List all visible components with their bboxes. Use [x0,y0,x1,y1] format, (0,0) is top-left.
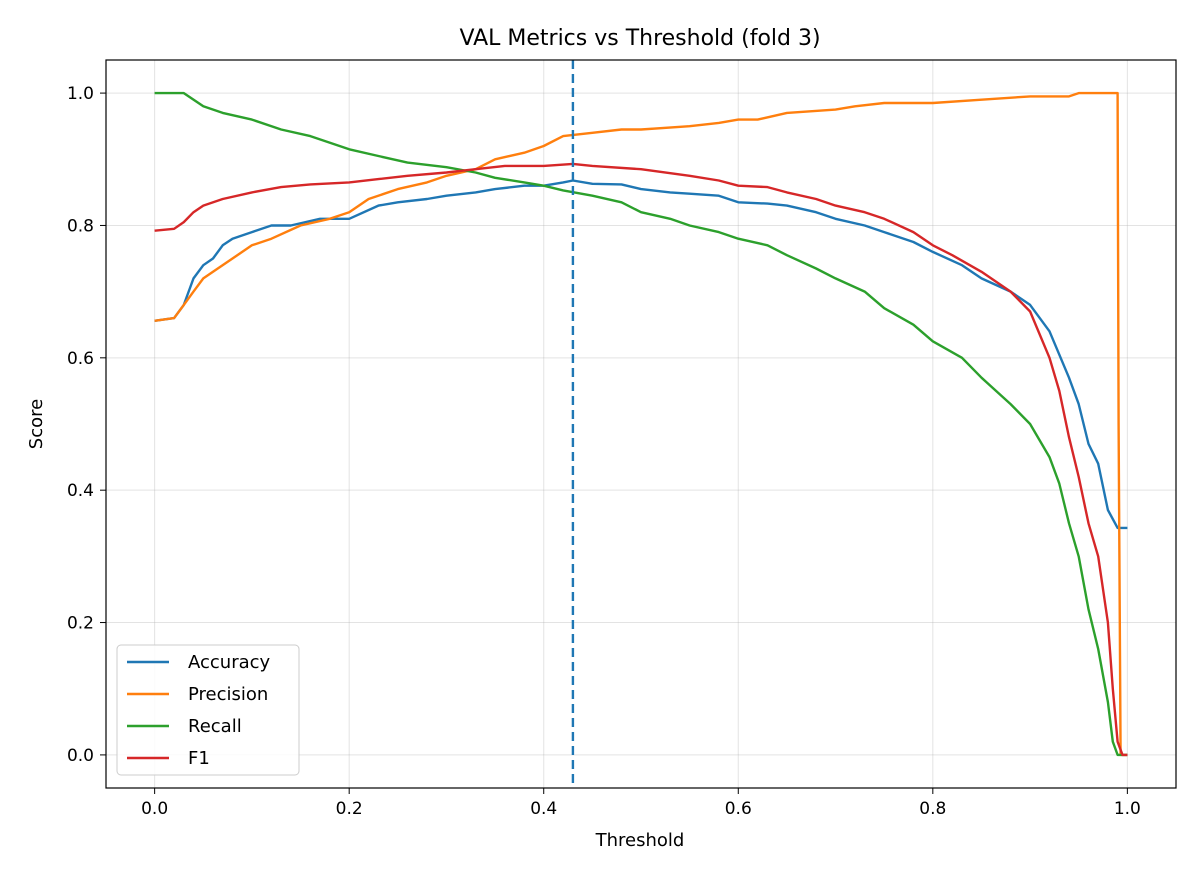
y-tick-label: 0.2 [67,614,94,634]
x-tick-label: 0.6 [725,799,752,819]
x-tick-label: 0.0 [141,799,168,819]
legend-box [116,644,300,776]
series-line-recall [154,91,1128,757]
x-tick-label: 0.8 [919,799,946,819]
y-tick-label: 0.0 [67,746,94,766]
y-tick-label: 0.6 [67,349,94,369]
chart-title: VAL Metrics vs Threshold (fold 3) [459,26,820,51]
y-tick-label: 0.8 [67,216,94,236]
x-tick-label: 1.0 [1114,799,1141,819]
series-line-precision [154,91,1128,757]
legend-label-recall: Recall [188,716,242,737]
plot-area-frame [105,59,1177,789]
x-axis-label: Threshold [595,830,685,851]
axis-ticks: 0.0 0.2 0.4 0.6 0.8 1.0 0.0 0.2 0.4 0.6 0.8 1.0 [67,84,1141,819]
y-tick-label: 0.4 [67,481,94,501]
x-tick-label: 0.4 [530,799,557,819]
legend-label-accuracy: Accuracy [188,652,271,673]
legend-label-precision: Precision [188,684,268,705]
grid [106,60,1176,788]
legend: Accuracy Precision Recall F1 [116,644,300,776]
series-line-accuracy [154,179,1128,530]
y-tick-label: 1.0 [67,84,94,104]
x-tick-label: 0.2 [336,799,363,819]
series-layer [154,91,1128,757]
legend-label-f1: F1 [188,748,210,769]
series-line-f1 [154,162,1128,757]
y-axis-label: Score [26,399,47,449]
